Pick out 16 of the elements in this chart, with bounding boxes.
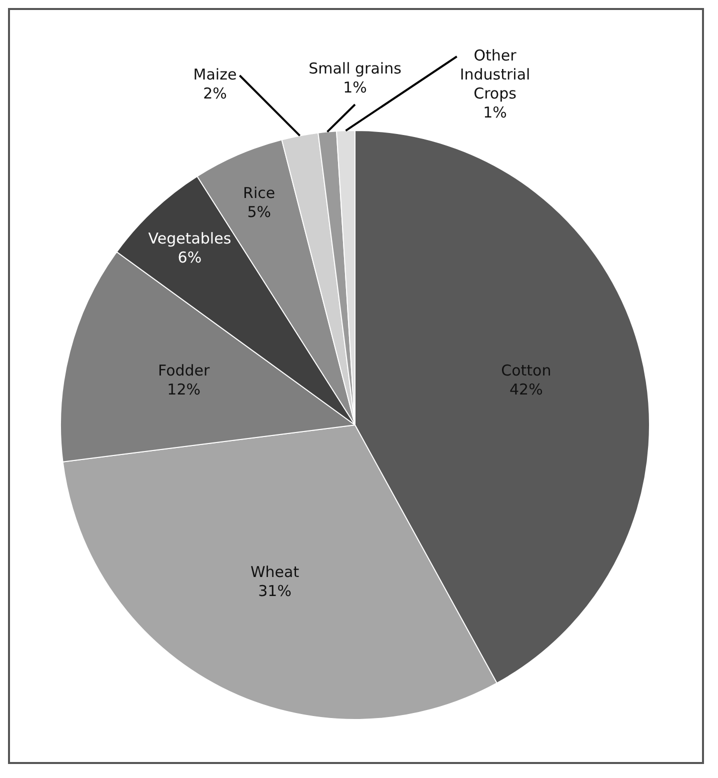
data-label: 6% bbox=[178, 248, 202, 266]
data-label: 5% bbox=[247, 202, 271, 221]
slice-label: Other Industrial Crops bbox=[460, 46, 530, 102]
slice-label: Rice bbox=[243, 184, 276, 202]
data-label: 1% bbox=[343, 78, 367, 96]
data-label: 1% bbox=[483, 103, 507, 122]
data-label: 12% bbox=[167, 380, 201, 398]
slice-label: Cotton bbox=[501, 361, 552, 380]
slice-label: Vegetables bbox=[148, 229, 232, 248]
data-label: 31% bbox=[258, 582, 292, 600]
slice-label: Maize bbox=[193, 65, 237, 84]
slice-label: Small grains bbox=[308, 59, 402, 78]
slice-label: Fodder bbox=[158, 361, 211, 380]
slice-label: Wheat bbox=[250, 562, 300, 581]
data-label: 42% bbox=[509, 380, 543, 398]
data-label: 2% bbox=[203, 84, 227, 102]
